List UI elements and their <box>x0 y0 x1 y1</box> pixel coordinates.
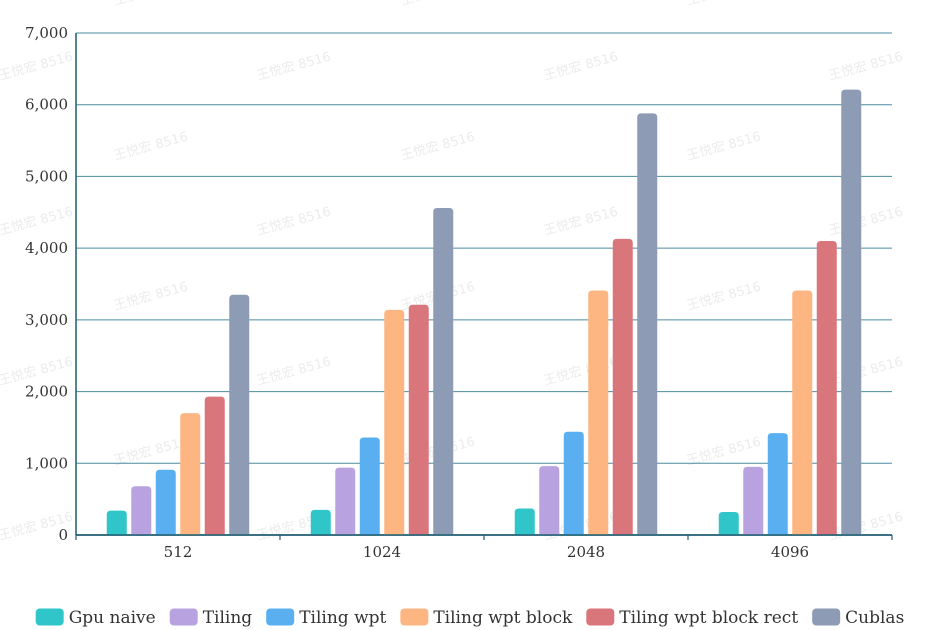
legend[interactable]: Gpu naive Tiling Tiling wpt Tiling wpt bloc… <box>35 608 905 628</box>
bar-cublas-2048[interactable] <box>637 113 658 535</box>
x-tick-label: 512 <box>164 543 193 561</box>
y-tick-label: 4,000 <box>25 239 68 257</box>
watermark-text: 王悦宏 8516 <box>112 0 190 9</box>
legend-label: Tiling wpt <box>299 608 386 628</box>
bars <box>106 89 862 536</box>
watermark-text: 王悦宏 8516 <box>685 130 763 164</box>
legend-item-tiling-wpt[interactable]: Tiling wpt <box>266 608 387 628</box>
watermark-text: 王悦宏 8516 <box>0 205 75 239</box>
bar-tiling-512[interactable] <box>131 486 152 535</box>
x-tick-label: 4096 <box>771 543 809 561</box>
bar-tiling-wpt-block-512[interactable] <box>180 413 201 535</box>
bar-tiling-wpt-512[interactable] <box>155 469 176 535</box>
y-tick-label: 3,000 <box>25 311 68 329</box>
watermark-text: 王悦宏 8516 <box>685 280 763 314</box>
watermark-text: 王悦宏 8516 <box>255 50 333 84</box>
legend-label: Gpu naive <box>69 608 156 628</box>
bar-tiling-wpt-2048[interactable] <box>563 431 584 535</box>
x-tick-label: 2048 <box>567 543 605 561</box>
watermark-text: 王悦宏 8516 <box>542 205 620 239</box>
y-tick-label: 6,000 <box>25 96 68 114</box>
bar-tiling-wpt-block-rect-1024[interactable] <box>408 304 429 535</box>
watermark-text: 王悦宏 8516 <box>399 0 477 9</box>
legend-label: Cublas <box>845 608 904 628</box>
legend-item-tiling-wpt-block-rect[interactable]: Tiling wpt block rect <box>586 608 798 628</box>
legend-label: Tiling wpt block rect <box>619 608 798 628</box>
legend-item-tiling-wpt-block[interactable]: Tiling wpt block <box>400 608 573 628</box>
bar-tiling-wpt-block-1024[interactable] <box>384 309 405 535</box>
watermark-text: 王悦宏 8516 <box>827 510 905 544</box>
legend-swatch <box>586 608 615 626</box>
bar-tiling-wpt-4096[interactable] <box>767 433 788 535</box>
legend-swatch <box>169 608 198 626</box>
bar-tiling-1024[interactable] <box>335 467 356 535</box>
legend-item-cublas[interactable]: Cublas <box>812 608 904 628</box>
bar-gpu-naive-4096[interactable] <box>718 512 739 535</box>
legend-item-gpu-naive[interactable]: Gpu naive <box>35 608 156 628</box>
watermark-text: 王悦宏 8516 <box>255 355 333 389</box>
bar-tiling-2048[interactable] <box>539 466 560 535</box>
bar-gpu-naive-1024[interactable] <box>310 509 331 535</box>
y-tick-label: 0 <box>58 526 68 544</box>
y-tick-label: 1,000 <box>25 454 68 472</box>
watermark-text: 王悦宏 8516 <box>542 50 620 84</box>
watermark-text: 王悦宏 8516 <box>0 50 75 84</box>
watermark-text: 王悦宏 8516 <box>685 0 763 9</box>
x-tick-label: 1024 <box>363 543 401 561</box>
bar-tiling-wpt-block-rect-512[interactable] <box>204 396 225 535</box>
x-axis: 512 1024 2048 4096 <box>75 534 893 561</box>
y-axis: 0 1,000 2,000 3,000 4,000 5,000 6,000 7,000 <box>25 24 77 544</box>
watermark-text: 王悦宏 8516 <box>827 50 905 84</box>
y-tick-label: 2,000 <box>25 383 68 401</box>
y-tick-label: 7,000 <box>25 24 68 42</box>
watermark-text: 王悦宏 8516 <box>112 130 190 164</box>
bar-cublas-1024[interactable] <box>433 207 454 536</box>
legend-label: Tiling <box>203 608 253 628</box>
bar-tiling-wpt-block-2048[interactable] <box>588 290 609 535</box>
bar-tiling-wpt-block-rect-2048[interactable] <box>612 238 633 535</box>
bar-tiling-4096[interactable] <box>743 466 764 535</box>
legend-item-tiling[interactable]: Tiling <box>169 608 253 628</box>
y-tick-label: 5,000 <box>25 167 68 185</box>
watermark-text: 王悦宏 8516 <box>827 355 905 389</box>
watermark-text: 王悦宏 8516 <box>827 205 905 239</box>
legend-swatch <box>812 608 841 626</box>
watermark-text: 王悦宏 8516 <box>112 280 190 314</box>
bar-tiling-wpt-block-rect-4096[interactable] <box>816 240 837 535</box>
watermark-text: 王悦宏 8516 <box>399 130 477 164</box>
bar-gpu-naive-2048[interactable] <box>514 508 535 535</box>
legend-swatch <box>266 608 295 626</box>
bar-cublas-512[interactable] <box>229 294 250 535</box>
legend-label: Tiling wpt block <box>433 608 573 628</box>
bar-cublas-4096[interactable] <box>841 89 862 535</box>
bar-tiling-wpt-1024[interactable] <box>359 437 380 535</box>
legend-swatch <box>400 608 429 626</box>
watermark-text: 王悦宏 8516 <box>255 205 333 239</box>
legend-swatch <box>35 608 64 626</box>
bar-gpu-naive-512[interactable] <box>106 510 127 535</box>
bar-tiling-wpt-block-4096[interactable] <box>792 290 813 535</box>
